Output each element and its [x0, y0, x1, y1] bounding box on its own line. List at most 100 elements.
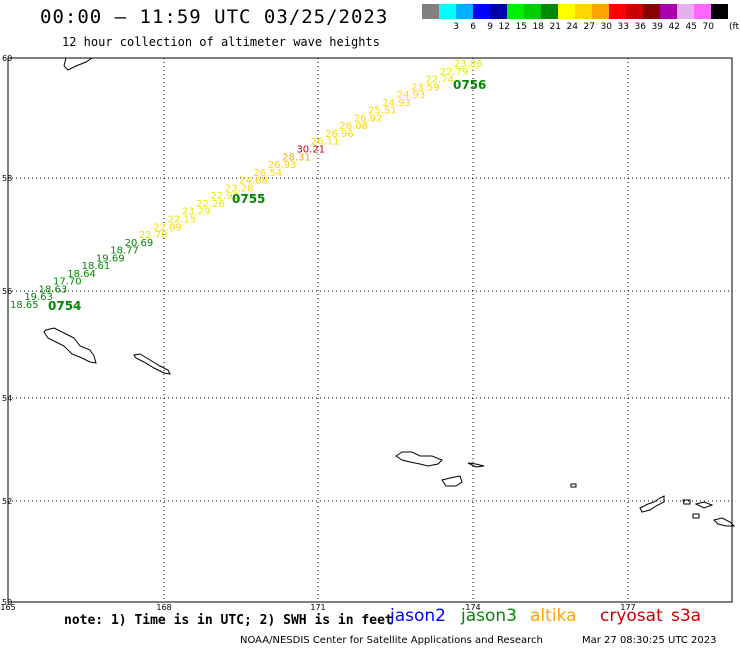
- scale-tick-label: 36: [634, 22, 646, 32]
- scale-swatch-color: [422, 4, 439, 19]
- satellite-label: jason2: [390, 606, 446, 626]
- swh-value: 26.54: [253, 168, 282, 179]
- scale-swatch-color: [541, 4, 558, 19]
- coastlines: [43, 57, 736, 527]
- scale-swatch: 12: [490, 4, 510, 37]
- swh-value: 23.59: [411, 82, 440, 93]
- scale-swatch-color: [626, 4, 643, 19]
- color-scale-unit: (ft): [729, 22, 740, 32]
- lon-label: 177: [620, 603, 635, 612]
- lon-label: 174: [465, 603, 480, 612]
- scale-swatch-color: [609, 4, 626, 19]
- swh-value: 26.08: [339, 121, 368, 132]
- scale-swatch-color: [524, 4, 541, 19]
- swh-value: 18.65: [10, 300, 39, 311]
- swh-value: 22.74: [425, 75, 454, 86]
- swh-value: 22.79: [440, 67, 469, 78]
- scale-swatch: 27: [575, 4, 595, 37]
- page-title: 00:00 – 11:59 UTC 03/25/2023: [40, 6, 389, 28]
- swh-value: 22.26: [196, 199, 225, 210]
- scale-swatch-color: [558, 4, 575, 19]
- island-kiska: [639, 495, 665, 513]
- swh-value: 24.93: [382, 98, 411, 109]
- scale-swatch-color: [660, 4, 677, 19]
- scale-swatch-color: [456, 4, 473, 19]
- island-buldir: [570, 483, 577, 488]
- scale-swatch-color: [490, 4, 507, 19]
- swh-value: 26.93: [268, 160, 297, 171]
- scale-swatch-color: [575, 4, 592, 19]
- footer-note: note: 1) Time is in UTC; 2) SWH is in fe…: [64, 613, 393, 628]
- scale-swatch: 33: [609, 4, 629, 37]
- swh-value: 24.93: [397, 90, 426, 101]
- lat-label: 56: [2, 287, 12, 296]
- time-label: 0755: [232, 192, 265, 206]
- scale-swatch-color: [592, 4, 609, 19]
- scale-swatch: 30: [592, 4, 612, 37]
- swh-value: 30.21: [296, 145, 325, 156]
- scale-tick-label: 15: [515, 22, 527, 32]
- island-amchitka: [713, 517, 736, 527]
- swh-value: 24.68: [239, 176, 268, 187]
- scale-tick-label: 70: [702, 22, 714, 32]
- swh-value: 22.09: [153, 222, 182, 233]
- scale-tick-label: 33: [617, 22, 629, 32]
- swh-value: 26.92: [354, 113, 383, 124]
- swh-value: 25.51: [368, 106, 397, 117]
- swh-value: 18.77: [110, 246, 139, 257]
- swh-value: 17.70: [53, 277, 82, 288]
- swh-value: 19.69: [96, 253, 125, 264]
- swh-value: 23.28: [225, 183, 254, 194]
- scale-swatch: 3: [439, 4, 459, 37]
- coastline-north: [63, 57, 93, 71]
- island-shemya: [467, 462, 485, 468]
- scale-swatch: 39: [643, 4, 663, 37]
- scale-tick-label: 12: [498, 22, 510, 32]
- lon-label: 165: [0, 603, 15, 612]
- swh-value: 22.90: [211, 191, 240, 202]
- lat-label: 54: [2, 394, 12, 403]
- scale-tick-label: 45: [685, 22, 697, 32]
- time-label: 0756: [453, 78, 486, 92]
- swh-value: 23.86: [454, 59, 483, 70]
- credit-text: NOAA/NESDIS Center for Satellite Applica…: [240, 635, 543, 646]
- color-scale-legend: 3 6 9 12 15 18 21 24 27 30 33 36 39 42 45 70: [422, 4, 728, 37]
- scale-swatch: 45: [677, 4, 697, 37]
- scale-swatch: 9: [473, 4, 493, 37]
- scale-swatch-color: [677, 4, 694, 19]
- scale-swatch: 70: [694, 4, 714, 37]
- lat-label: 60: [2, 54, 12, 63]
- scale-tick-label: 27: [583, 22, 595, 32]
- satellite-label: cryosat: [600, 606, 663, 626]
- lat-label: 50: [2, 598, 12, 607]
- scale-tick-label: 9: [487, 22, 493, 32]
- scale-swatch-color: [473, 4, 490, 19]
- lon-label: 171: [310, 603, 325, 612]
- island-rat-1: [694, 501, 714, 509]
- scale-swatch: 15: [507, 4, 527, 37]
- scale-swatch-color: [694, 4, 711, 19]
- scale-tick-label: 18: [532, 22, 544, 32]
- map-frame: [7, 57, 733, 603]
- island-st-matthew: [43, 327, 97, 364]
- island-attu: [395, 451, 443, 467]
- swh-value: 22.15: [168, 214, 197, 225]
- scale-swatch: 36: [626, 4, 646, 37]
- scale-tick-label: 30: [600, 22, 612, 32]
- satellite-label: s3a: [671, 606, 702, 626]
- scale-swatch: 18: [524, 4, 544, 37]
- page-subtitle: 12 hour collection of altimeter wave hei…: [62, 35, 380, 49]
- scale-tick-label: 39: [651, 22, 663, 32]
- island-agattu: [441, 475, 463, 487]
- island-hall: [133, 353, 171, 375]
- swh-value: 26.96: [325, 129, 354, 140]
- lat-label: 52: [2, 497, 12, 506]
- scale-swatch-color: [507, 4, 524, 19]
- time-label: 0754: [48, 299, 81, 313]
- scale-swatch-color: [439, 4, 456, 19]
- scale-swatch: 24: [558, 4, 578, 37]
- satellite-label: jason3: [461, 606, 517, 626]
- scale-tick-label: 24: [566, 22, 578, 32]
